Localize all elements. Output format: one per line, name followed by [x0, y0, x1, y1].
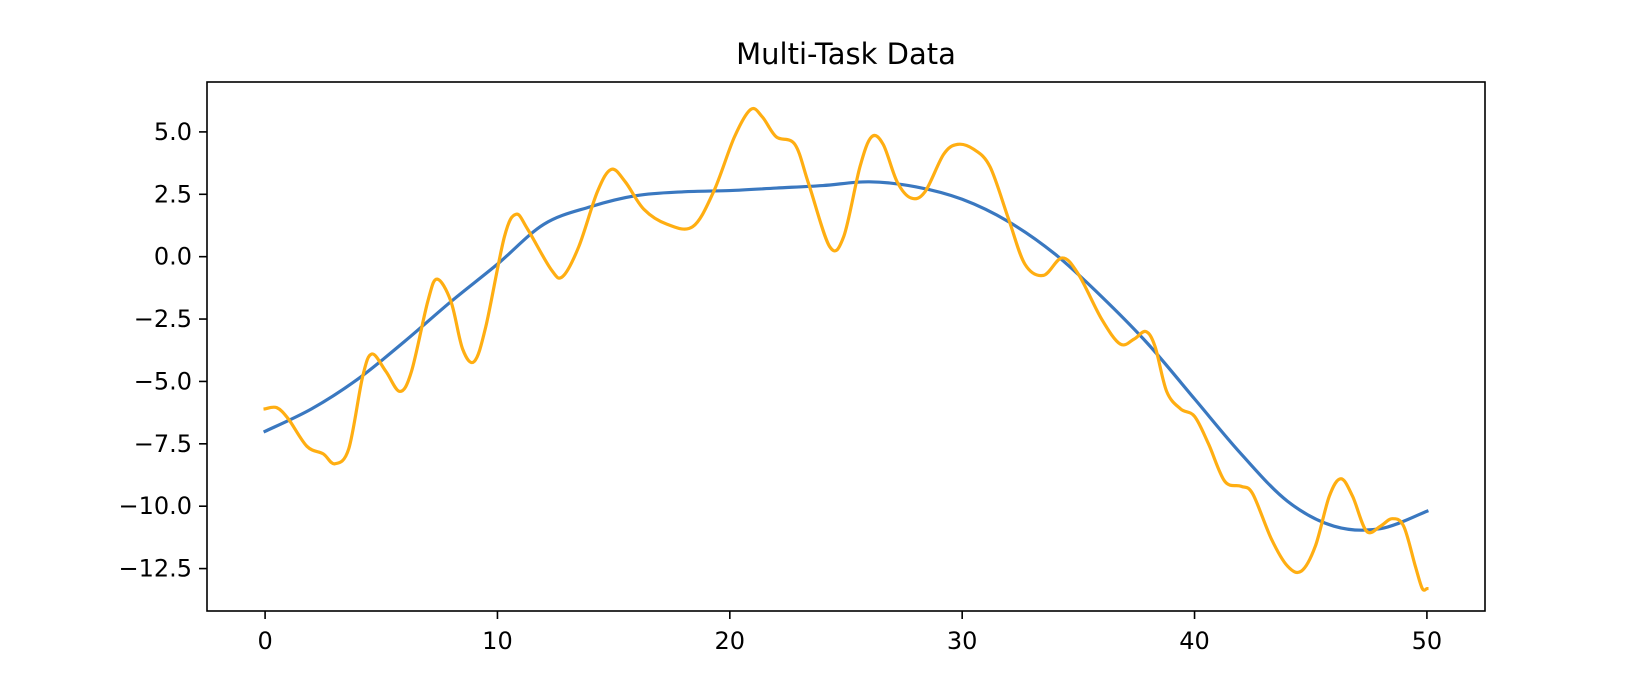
y-tick-label: −7.5	[134, 430, 192, 458]
x-tick-label: 20	[715, 627, 746, 655]
plot-frame	[206, 81, 1486, 612]
x-tick-label: 40	[1179, 627, 1210, 655]
y-tick-label: −10.0	[118, 492, 192, 520]
y-axis: 5.0 2.5 0.0 −2.5 −5.0 −7.5 −10.0 −12.5	[118, 118, 207, 583]
y-tick-label: 0.0	[154, 243, 192, 271]
series-line-2	[263, 106, 1429, 592]
chart-title: Multi-Task Data	[736, 37, 956, 71]
x-axis: 0 10 20 30 40 50	[257, 611, 1442, 655]
x-tick-label: 50	[1412, 627, 1443, 655]
y-tick-label: 2.5	[154, 180, 192, 208]
y-tick-label: −12.5	[118, 555, 192, 583]
x-tick-label: 10	[482, 627, 513, 655]
series-layer	[262, 106, 1429, 592]
y-tick-label: −2.5	[134, 305, 192, 333]
x-tick-label: 0	[257, 627, 272, 655]
y-tick-label: 5.0	[154, 118, 192, 146]
x-tick-label: 30	[947, 627, 978, 655]
y-tick-label: −5.0	[134, 367, 192, 395]
